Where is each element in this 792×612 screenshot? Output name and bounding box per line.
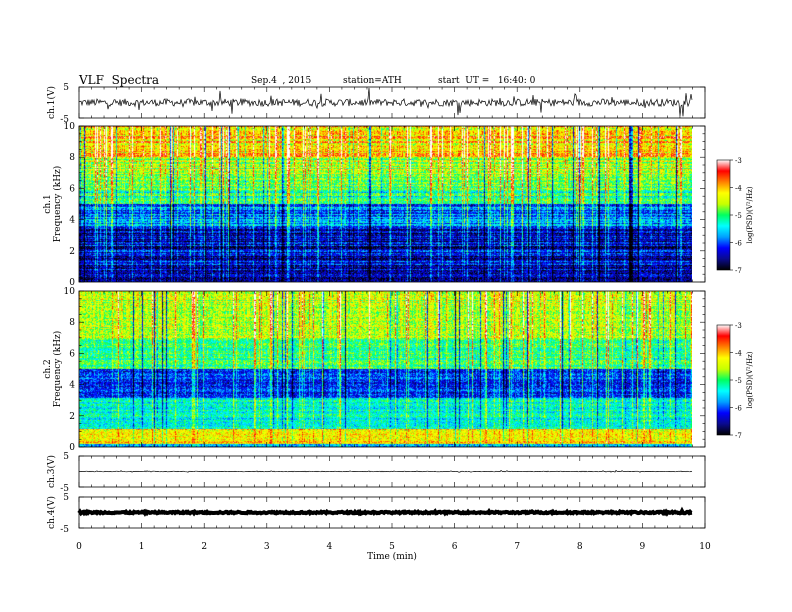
ch1-spectrogram-ytick-label: 8 xyxy=(69,153,75,163)
ch2-spectrogram-colorbar-tick-label: -5 xyxy=(735,377,742,385)
ch1-spectrogram-ytick-label: 6 xyxy=(69,184,75,194)
x-tick-label: 2 xyxy=(201,542,207,552)
ch1-spectrogram-colorbar-tick-label: -7 xyxy=(735,267,742,275)
ch2-spectrogram-colorbar-tick-label: -7 xyxy=(735,432,742,440)
ch2-spectrogram-colorbar-tick-label: -4 xyxy=(735,350,742,358)
x-tick-label: 3 xyxy=(264,542,270,552)
ch1-waveform-trace xyxy=(78,87,693,117)
ch1-spectrogram-colorbar-tick-label: -6 xyxy=(735,240,742,248)
spectrogram-images xyxy=(79,126,692,447)
ch1-spectrogram-ytick-label: 2 xyxy=(69,247,75,257)
ch2-spectrogram-ytick-label: 10 xyxy=(64,287,76,297)
chart-title: VLF Spectra xyxy=(79,73,160,87)
ch4-waveform-ytick-label: 5 xyxy=(63,493,69,503)
ch1-spectrogram-colorbar-label: log(PSD)(V²/Hz) xyxy=(746,186,754,243)
ch2-spectrogram-colorbar xyxy=(716,324,731,436)
x-tick-label: 0 xyxy=(76,542,82,552)
x-axis-label: Time (min) xyxy=(367,551,417,562)
ch2-spectrogram-colorbar-tick-label: -6 xyxy=(735,405,742,413)
axes xyxy=(78,86,733,529)
x-tick-label: 6 xyxy=(452,542,458,552)
ch1-spectrogram-colorbar xyxy=(716,159,731,271)
ch1-spectrogram-ylabel: ch.1Frequency (kHz) xyxy=(43,166,63,243)
x-tick-label: 9 xyxy=(640,542,646,552)
ch2-spectrogram-ytick-label: 4 xyxy=(69,381,75,391)
axis-labels: 5-5ch.1(V)-3-4-5-6-7log(PSD)(V²/Hz)02468… xyxy=(43,83,754,562)
waveform-traces xyxy=(77,87,693,517)
ch1-waveform-ytick-label: 5 xyxy=(63,83,69,93)
ch2-spectrogram-image xyxy=(79,291,692,447)
ch2-spectrogram-ylabel: ch.2Frequency (kHz) xyxy=(43,331,63,408)
start-time-label: start UT = 16:40: 0 xyxy=(438,76,536,86)
ch2-spectrogram-ytick-label: 0 xyxy=(69,443,75,453)
x-tick-label: 8 xyxy=(577,542,583,552)
ch4-waveform-ytick-label: -5 xyxy=(60,525,69,535)
ch1-waveform-ylabel: ch.1(V) xyxy=(46,86,57,119)
ch1-spectrogram-colorbar-tick-label: -4 xyxy=(735,185,742,193)
x-tick-label: 4 xyxy=(327,542,333,552)
ch3-waveform-trace xyxy=(78,469,693,473)
ch2-spectrogram-colorbar-tick-label: -3 xyxy=(735,322,742,330)
ch2-spectrogram-ytick-label: 2 xyxy=(69,412,75,422)
ch1-spectrogram-ytick-label: 10 xyxy=(64,122,76,132)
ch2-spectrogram-ytick-label: 6 xyxy=(69,349,75,359)
ch1-spectrogram-image xyxy=(79,126,692,282)
ch3-waveform-ytick-label: 5 xyxy=(63,452,69,462)
ch1-spectrogram-colorbar-tick-label: -3 xyxy=(735,157,742,165)
station-label: station=ATH xyxy=(343,76,402,86)
ch4-waveform-ylabel: ch.4(V) xyxy=(46,496,57,529)
ch1-spectrogram-ytick-label: 0 xyxy=(69,278,75,288)
ch3-waveform-ytick-label: -5 xyxy=(60,484,69,494)
ch2-spectrogram-ytick-label: 8 xyxy=(69,318,75,328)
ch2-spectrogram-colorbar-label: log(PSD)(V²/Hz) xyxy=(746,351,754,408)
ch3-waveform-ylabel: ch.3(V) xyxy=(46,455,57,488)
x-tick-label: 7 xyxy=(514,542,520,552)
ch1-waveform-ytick-label: -5 xyxy=(60,115,69,125)
ch1-spectrogram-colorbar-tick-label: -5 xyxy=(735,212,742,220)
date-label: Sep.4 , 2015 xyxy=(251,76,312,86)
ch1-spectrogram-ytick-label: 4 xyxy=(69,216,75,226)
x-tick-label: 10 xyxy=(699,542,711,552)
ch4-waveform-trace xyxy=(77,506,693,517)
x-tick-label: 5 xyxy=(389,542,395,552)
x-tick-label: 1 xyxy=(139,542,145,552)
